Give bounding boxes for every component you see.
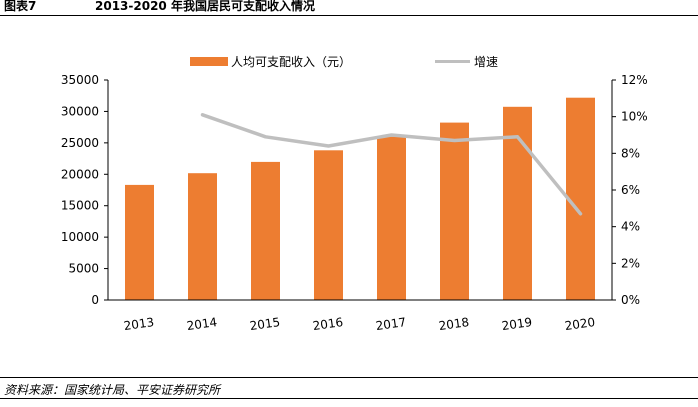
x-tick-label-2014: 2014 [186,315,218,333]
bar-2016 [314,150,343,300]
x-tick-label-2019: 2019 [501,315,533,333]
x-tick-label-2016: 2016 [312,315,344,333]
y-right-tick-label: 0% [621,293,640,307]
axes: 0 5000 10000 15000 20000 25000 30000 35000 0% 2% 4… [61,73,648,333]
chart: 人均可支配收入（元） 增速 0 5000 10000 15000 20000 25000 3… [61,55,648,333]
y-right-tick-label: 10% [621,110,648,124]
legend-label-growth: 增速 [474,55,498,69]
y-left-tick-label: 15000 [61,199,99,213]
x-tick-label-2018: 2018 [438,315,470,333]
bar-2015 [251,161,280,300]
source-note: 资料来源：国家统计局、平安证券研究所 [4,383,221,397]
y-left-tick-label: 25000 [61,136,99,150]
bar-2018 [440,122,469,300]
figure-title: 2013-2020 年我国居民可支配收入情况 [95,0,315,13]
header-rule [0,15,698,16]
bar-2013 [125,184,154,300]
bar-2017 [377,136,406,300]
y-left-tick-label: 10000 [61,230,99,244]
bottom-rule [0,398,698,399]
figure-header: 图表7 2013-2020 年我国居民可支配收入情况 [0,0,698,16]
bar-2020 [566,97,595,300]
footer-rule [0,377,698,378]
legend-label-income: 人均可支配收入（元） [231,55,351,69]
growth-line [200,113,583,216]
x-tick-label-2013: 2013 [123,315,155,333]
y-right-tick-label: 8% [621,146,640,160]
y-left-tick-label: 0 [91,293,99,307]
x-tick-label-2020: 2020 [564,315,596,333]
y-left-tick-label: 30000 [61,104,99,118]
y-left-tick-label: 5000 [68,262,99,276]
y-right-tick-label: 12% [621,73,648,87]
y-left-tick-label: 35000 [61,73,99,87]
x-tick-label-2015: 2015 [249,315,281,333]
y-right-tick-label: 2% [621,256,640,270]
y-left-tick-label: 20000 [61,167,99,181]
bars [125,97,595,300]
legend: 人均可支配收入（元） 增速 [190,55,498,69]
bar-2014 [188,173,217,300]
legend-swatch-income [190,57,228,66]
y-right-tick-label: 4% [621,220,640,234]
y-right-tick-label: 6% [621,183,640,197]
figure-label: 图表7 [4,0,37,13]
x-tick-label-2017: 2017 [375,315,407,333]
growth-line-series [200,113,583,216]
